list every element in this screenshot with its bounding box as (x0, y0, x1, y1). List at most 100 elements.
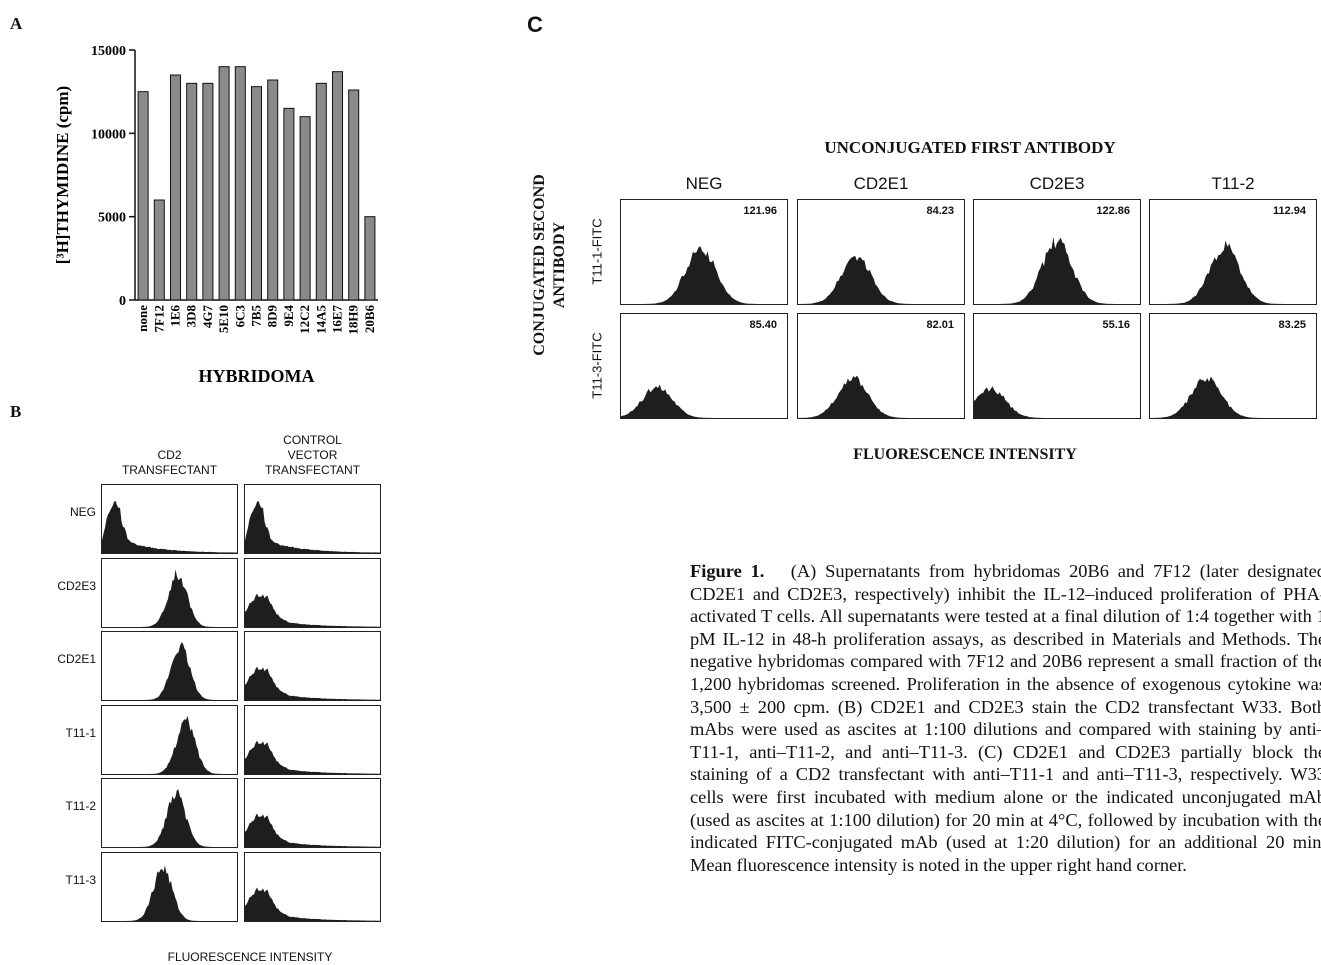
panel-b-row-label: T11-1 (65, 725, 96, 740)
panel-b-col-header-line: VECTOR (287, 448, 338, 462)
histogram-box (244, 778, 381, 848)
panel-label-a: A (10, 14, 23, 33)
panel-b-col-header: CD2 TRANSFECTANT (91, 448, 248, 478)
histogram-box (101, 631, 238, 701)
y-tick-label: 15000 (91, 44, 126, 59)
histogram-box (101, 557, 238, 628)
histogram-box (244, 631, 381, 701)
panel-b-row-label: NEG (69, 505, 96, 519)
histogram-box (101, 704, 238, 775)
mfi-value: 121.96 (743, 205, 777, 217)
mfi-value: 85.40 (749, 319, 777, 331)
panel-b-col-header-line: CD2 (157, 448, 182, 462)
histogram-peak (621, 246, 787, 304)
x-tick-label: 18H9 (346, 305, 361, 335)
panel-c-histogram-box: 121.96 (620, 199, 788, 305)
bar (315, 82, 327, 301)
y-tick-label: 10000 (91, 127, 126, 142)
histogram-peak (245, 666, 380, 700)
histogram-peak (798, 255, 964, 304)
panel-b-col-header-line: TRANSFECTANT (264, 463, 361, 477)
histogram-peak (974, 386, 1140, 418)
panel-c-col-header: T11-2 (1211, 174, 1255, 193)
x-tick-label: 6C3 (232, 305, 247, 328)
y-tick-label: 5000 (98, 211, 126, 226)
mfi-value: 82.01 (926, 319, 954, 331)
panel-b-row-label: CD2E1 (57, 652, 96, 666)
x-tick-label: 14A5 (313, 305, 328, 334)
bar (186, 82, 198, 301)
caption-label: Figure 1. (690, 561, 765, 581)
x-tick-label: 12C2 (297, 305, 312, 334)
bar (364, 216, 376, 301)
histogram-peak (621, 384, 787, 418)
bar (153, 199, 165, 301)
panel-c-histogram-box: 85.40 (620, 313, 788, 419)
bar (250, 86, 263, 301)
x-tick-label: 20B6 (362, 305, 377, 334)
mfi-value: 55.16 (1102, 319, 1130, 331)
bar (169, 74, 182, 301)
histogram-peak (102, 568, 237, 627)
mfi-value: 112.94 (1272, 205, 1306, 217)
x-axis-label: HYBRIDOMA (199, 366, 315, 386)
bar (137, 91, 149, 301)
histogram-box (244, 484, 381, 554)
panel-c-histogram-box: 83.25 (1149, 313, 1317, 419)
bar (283, 107, 295, 301)
panel-c-histogram-box: 122.86 (973, 199, 1141, 305)
histogram-peak (102, 789, 237, 847)
x-tick-label: 7F12 (151, 305, 166, 332)
histogram-peak (102, 715, 237, 774)
panel-c-histogram-box: 84.23 (797, 199, 965, 305)
panel-c-histogram-box: 55.16 (973, 313, 1141, 419)
x-tick-label: 16E7 (330, 305, 345, 334)
bar (331, 71, 344, 301)
panel-c-histogram-box: 112.94 (1149, 199, 1317, 305)
panel-b-col-header-line: TRANSFECTANT (121, 463, 218, 477)
histogram-box (244, 557, 381, 628)
mfi-value: 83.25 (1278, 319, 1306, 331)
x-tick-label: 5E10 (216, 305, 231, 333)
x-tick-label: none (135, 305, 150, 332)
x-tick-label: 4G7 (200, 305, 215, 329)
mfi-value: 122.86 (1096, 205, 1130, 217)
histogram-box (101, 484, 238, 554)
panel-b-row-label: T11-3 (65, 872, 96, 887)
mfi-value: 84.23 (926, 205, 954, 217)
panel-c-row-header: T11-3-FITC (589, 332, 605, 399)
bar (348, 89, 360, 301)
panel-c-col-header: NEG (685, 174, 723, 193)
histogram-peak (1150, 376, 1316, 418)
panel-c-col-header: CD2E3 (1029, 174, 1085, 193)
x-tick-label: 9E4 (281, 305, 296, 327)
histogram-peak (102, 500, 237, 553)
panel-c-title: UNCONJUGATED FIRST ANTIBODY (824, 138, 1116, 157)
bar (218, 66, 230, 301)
x-tick-label: 3D8 (184, 305, 199, 328)
panel-label-c: C (527, 12, 543, 37)
panel-b-col-header: CONTROL VECTOR TRANSFECTANT (234, 433, 391, 478)
histogram-box (101, 778, 238, 848)
histogram-peak (245, 500, 380, 553)
y-axis-label: [³H]THYMIDINE (cpm) (53, 86, 72, 264)
histogram-peak (798, 375, 964, 418)
histogram-peak (1150, 240, 1316, 304)
histogram-box (101, 851, 238, 922)
panel-b-row-label: T11-2 (65, 799, 96, 813)
histogram-box (244, 704, 381, 775)
panel-c-col-header: CD2E1 (853, 174, 909, 193)
x-tick-label: 8D9 (265, 305, 280, 328)
histogram-peak (245, 739, 380, 774)
bar (299, 116, 311, 301)
panel-b-col-header-line: CONTROL (283, 433, 342, 447)
histogram-peak (974, 236, 1140, 304)
panel-label-b: B (10, 402, 22, 421)
bar (202, 82, 214, 301)
caption-text: (A) Supernatants from hybridomas 20B6 an… (690, 561, 1321, 875)
histogram-peak (245, 886, 380, 921)
bar-chart: 0 5000 10000 15000 none 7F12 1E6 3D8 4G7 5E10 6C3 7… (53, 44, 378, 386)
x-tick-label: 1E6 (168, 305, 183, 327)
histogram-peak (102, 642, 237, 700)
panel-c-row-header: T11-1-FITC (589, 218, 605, 285)
